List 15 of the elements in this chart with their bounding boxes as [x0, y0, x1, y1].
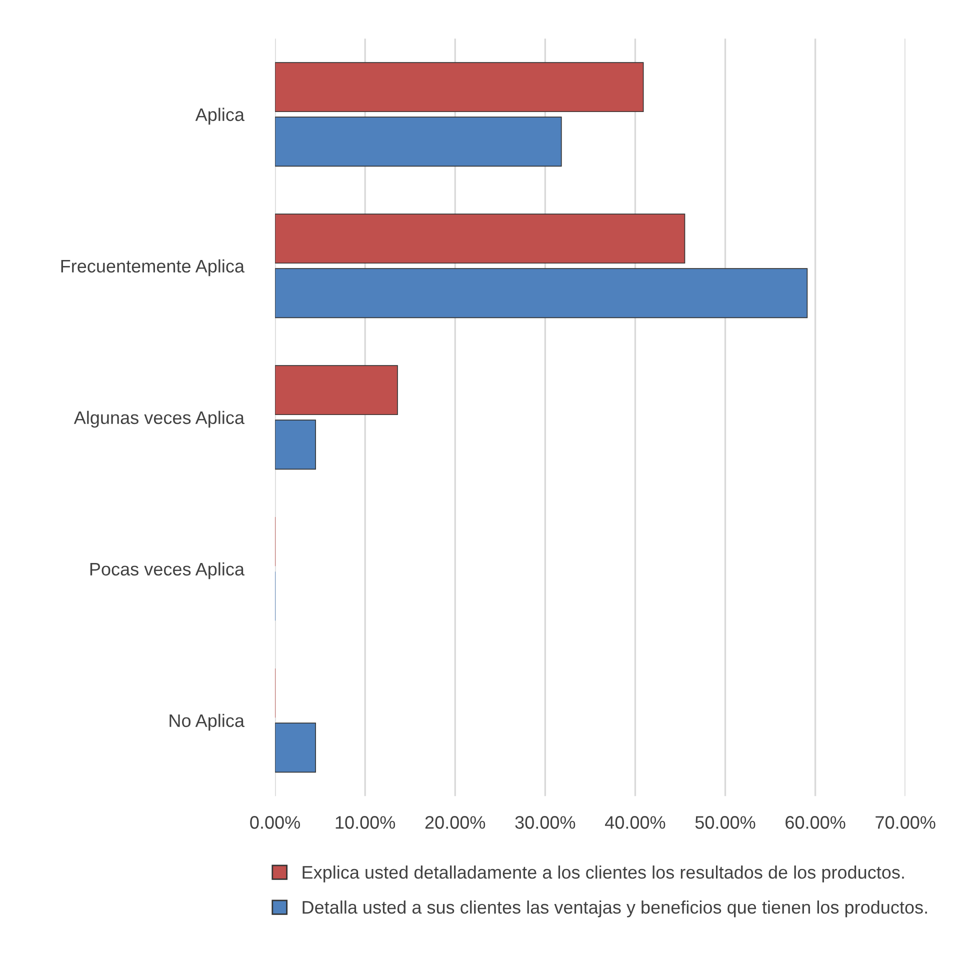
x-tick-label: 50.00%: [695, 816, 756, 829]
x-tick-label: 10.00%: [336, 816, 396, 829]
y-tick-label: No Aplica: [170, 714, 244, 731]
y-tick-label: Pocas veces Aplica: [90, 562, 244, 580]
legend-label: Explica usted detalladamente a los clientes los resultados de los productos.: [302, 866, 904, 882]
x-tick-label: 70.00%: [876, 816, 936, 829]
legend-label: Detalla usted a sus clientes las ventajas y beneficios que tienen los productos.: [302, 900, 927, 918]
x-tick-label: 60.00%: [786, 816, 846, 829]
y-tick-label: Algunas veces Aplica: [74, 410, 244, 428]
x-tick-label: 40.00%: [605, 816, 666, 829]
x-tick-label: 30.00%: [515, 816, 576, 829]
y-tick-label: Aplica: [195, 108, 244, 125]
x-tick-label: 20.00%: [425, 816, 486, 829]
x-tick-label: 0.00%: [250, 816, 300, 829]
y-tick-label: Frecuentemente Aplica: [61, 259, 244, 276]
